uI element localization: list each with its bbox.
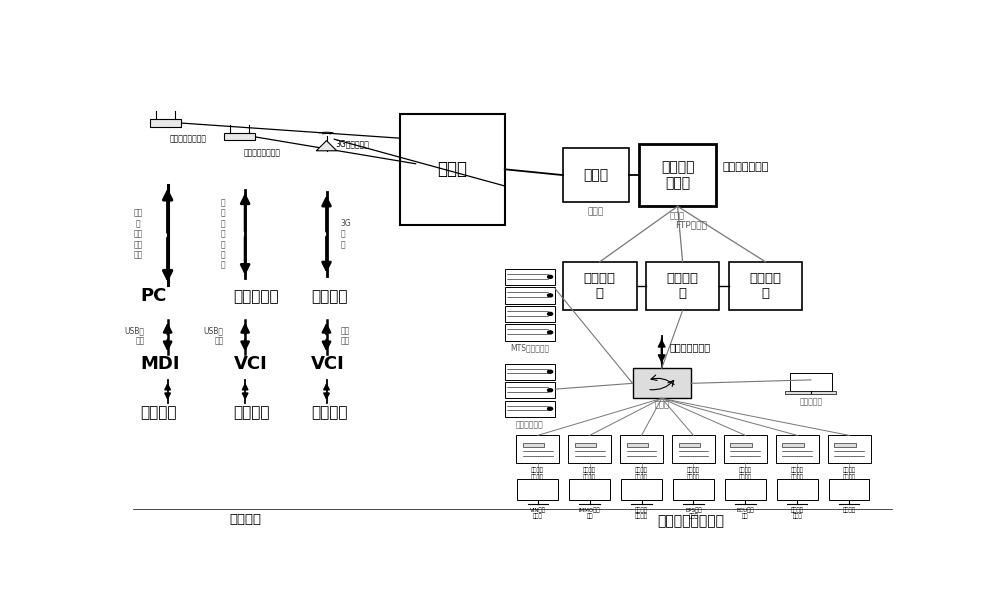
Text: 3G无线接收点: 3G无线接收点 (336, 139, 370, 148)
Text: 下线工位
控制电脑: 下线工位 控制电脑 (791, 468, 804, 480)
Text: 防火墙: 防火墙 (583, 168, 608, 182)
FancyBboxPatch shape (563, 262, 637, 311)
FancyBboxPatch shape (505, 287, 555, 304)
Circle shape (548, 294, 553, 297)
Text: 内网管理客户端: 内网管理客户端 (723, 162, 769, 172)
FancyBboxPatch shape (782, 443, 804, 447)
Text: 系统管理端: 系统管理端 (799, 397, 822, 406)
FancyBboxPatch shape (505, 364, 555, 380)
FancyBboxPatch shape (224, 133, 255, 141)
Text: 下线工位
控制电脑: 下线工位 控制电脑 (739, 468, 752, 480)
FancyBboxPatch shape (505, 269, 555, 285)
Text: ECU电检
系统: ECU电检 系统 (737, 507, 754, 519)
FancyBboxPatch shape (672, 435, 715, 463)
FancyBboxPatch shape (516, 435, 559, 463)
Text: 汽车终端: 汽车终端 (311, 405, 348, 420)
FancyBboxPatch shape (633, 368, 691, 398)
FancyBboxPatch shape (523, 443, 544, 447)
FancyBboxPatch shape (505, 306, 555, 322)
Text: 生产下线检测系统: 生产下线检测系统 (657, 514, 724, 528)
FancyBboxPatch shape (569, 480, 610, 499)
Text: 售后系统: 售后系统 (229, 513, 261, 526)
Text: 车型参数
配置系统: 车型参数 配置系统 (635, 507, 648, 519)
FancyBboxPatch shape (785, 391, 836, 394)
FancyBboxPatch shape (400, 114, 505, 225)
Text: 有线，无线路由器: 有线，无线路由器 (244, 148, 281, 157)
Text: 智能手机: 智能手机 (311, 289, 348, 304)
Text: 汽车终端: 汽车终端 (140, 405, 177, 420)
FancyBboxPatch shape (517, 480, 558, 499)
FancyBboxPatch shape (673, 480, 714, 499)
Text: EPS初始
化系统: EPS初始 化系统 (685, 507, 702, 519)
FancyBboxPatch shape (834, 443, 856, 447)
Text: MDI: MDI (140, 355, 180, 373)
FancyBboxPatch shape (563, 148, 629, 202)
Text: 蓝牙
方式: 蓝牙 方式 (340, 326, 350, 346)
FancyBboxPatch shape (777, 480, 818, 499)
Circle shape (548, 407, 553, 410)
Text: 交换机: 交换机 (670, 211, 685, 220)
Text: 下线工位
控制电脑: 下线工位 控制电脑 (687, 468, 700, 480)
FancyBboxPatch shape (505, 324, 555, 341)
FancyBboxPatch shape (575, 443, 596, 447)
Text: 3G
方
式: 3G 方 式 (340, 219, 351, 249)
Polygon shape (316, 141, 337, 151)
Text: 预置工位: 预置工位 (843, 507, 856, 513)
Text: 下线工位
控制电脑: 下线工位 控制电脑 (583, 468, 596, 480)
Text: 数据库服务器: 数据库服务器 (516, 420, 544, 429)
Text: IMMO配置
系统: IMMO配置 系统 (579, 507, 600, 519)
Text: VCI: VCI (234, 355, 267, 373)
Text: 下线工位
控制电脑: 下线工位 控制电脑 (843, 468, 856, 480)
FancyBboxPatch shape (505, 382, 555, 398)
Circle shape (548, 370, 553, 373)
FancyBboxPatch shape (505, 401, 555, 417)
Circle shape (548, 275, 553, 278)
Text: 数据服务
器: 数据服务 器 (750, 272, 782, 300)
Text: VIN编写
写系统: VIN编写 写系统 (530, 507, 546, 519)
Text: PC: PC (140, 287, 167, 305)
Text: 无
线
，
有
线
方
式: 无 线 ， 有 线 方 式 (221, 198, 226, 270)
Circle shape (548, 331, 553, 334)
Text: 数据服务
器: 数据服务 器 (667, 272, 699, 300)
Circle shape (548, 313, 553, 316)
Text: 双怎选拤
放检测: 双怎选拤 放检测 (791, 507, 804, 519)
FancyBboxPatch shape (150, 120, 181, 127)
Text: 互联网: 互联网 (437, 160, 467, 178)
Text: 交换机: 交换机 (654, 401, 669, 410)
Text: 内网管理
客户端: 内网管理 客户端 (661, 160, 694, 190)
FancyBboxPatch shape (679, 443, 700, 447)
Text: VCI: VCI (311, 355, 345, 373)
FancyBboxPatch shape (725, 480, 766, 499)
FancyBboxPatch shape (568, 435, 611, 463)
FancyBboxPatch shape (790, 373, 832, 391)
FancyBboxPatch shape (828, 435, 871, 463)
FancyBboxPatch shape (639, 144, 716, 206)
FancyBboxPatch shape (724, 435, 767, 463)
Circle shape (548, 389, 553, 392)
Text: 下线工位
控制电脑: 下线工位 控制电脑 (635, 468, 648, 480)
Text: 防火墙: 防火墙 (588, 208, 604, 216)
Text: 下线工位
控制电脑: 下线工位 控制电脑 (531, 468, 544, 480)
Text: MTS系统服务器: MTS系统服务器 (510, 344, 550, 353)
Text: 同步中间件数据: 同步中间件数据 (669, 342, 711, 352)
Text: 笔记本电脑: 笔记本电脑 (234, 289, 279, 304)
FancyBboxPatch shape (729, 262, 802, 311)
Text: USB、
蓝牙: USB、 蓝牙 (203, 326, 223, 346)
FancyBboxPatch shape (776, 435, 819, 463)
FancyBboxPatch shape (627, 443, 648, 447)
FancyBboxPatch shape (646, 262, 719, 311)
Text: 无线
，
有线
方式
联网: 无线 ， 有线 方式 联网 (134, 209, 143, 260)
FancyBboxPatch shape (620, 435, 663, 463)
Text: 汽车终端: 汽车终端 (234, 405, 270, 420)
Text: USB、
蓝牙: USB、 蓝牙 (124, 326, 144, 346)
Text: 数据服务
器: 数据服务 器 (584, 272, 616, 300)
FancyBboxPatch shape (829, 480, 869, 499)
Text: 有线，无线路由器: 有线，无线路由器 (169, 135, 206, 144)
FancyBboxPatch shape (730, 443, 752, 447)
FancyBboxPatch shape (621, 480, 662, 499)
Text: FTP服务器: FTP服务器 (675, 220, 707, 229)
